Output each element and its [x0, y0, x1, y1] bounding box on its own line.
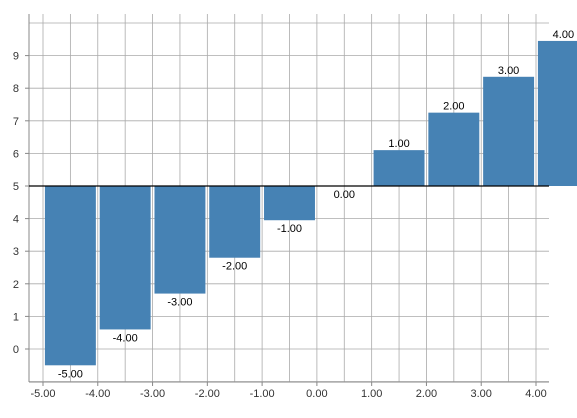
axes	[28, 14, 549, 383]
data-label: -4.00	[113, 332, 138, 344]
x-tick-label: 0.00	[306, 388, 327, 400]
data-label: 4.00	[553, 29, 574, 41]
x-tick-label: -3.00	[140, 388, 165, 400]
data-labels: -5.00 -4.00 -3.00 -2.00 -1.00 0.00 1.00 2.00 3.0…	[58, 29, 574, 380]
y-tick-label: 2	[13, 279, 19, 291]
y-tick-label: 8	[13, 83, 19, 95]
data-label: 1.00	[388, 138, 409, 150]
bar	[154, 186, 206, 294]
bar	[99, 186, 151, 330]
y-tick-label: 5	[13, 181, 19, 193]
y-tick-label: 3	[13, 246, 19, 258]
data-label: -3.00	[167, 297, 192, 309]
x-tick-label: 3.00	[471, 388, 492, 400]
data-label: 0.00	[334, 189, 355, 201]
data-label: 2.00	[443, 101, 464, 113]
y-tick-label: 6	[13, 148, 19, 160]
axis-ticks: -5.00 -4.00 -3.00 -2.00 -1.00 0.00 1.00 2.00 3.0…	[13, 51, 547, 400]
x-tick-label: 1.00	[361, 388, 382, 400]
bar	[483, 76, 535, 186]
x-tick-label: -4.00	[85, 388, 110, 400]
bar	[209, 186, 261, 258]
bar	[537, 40, 577, 187]
y-tick-label: 4	[13, 214, 19, 226]
x-tick-label: 4.00	[525, 388, 546, 400]
y-tick-label: 9	[13, 51, 19, 63]
data-label: -5.00	[58, 368, 83, 380]
data-label: -2.00	[222, 261, 247, 273]
bar	[264, 186, 315, 221]
bar	[428, 112, 480, 186]
x-tick-label: -2.00	[195, 388, 220, 400]
x-tick-label: -5.00	[30, 388, 55, 400]
data-label: -1.00	[277, 223, 302, 235]
x-tick-label: -1.00	[250, 388, 275, 400]
bar	[44, 186, 96, 366]
x-tick-label: 2.00	[416, 388, 437, 400]
y-tick-label: 0	[13, 344, 19, 356]
y-tick-label: 1	[13, 311, 19, 323]
bars	[44, 40, 577, 366]
y-tick-label: 7	[13, 116, 19, 128]
data-label: 3.00	[498, 65, 519, 77]
bar	[373, 150, 425, 186]
